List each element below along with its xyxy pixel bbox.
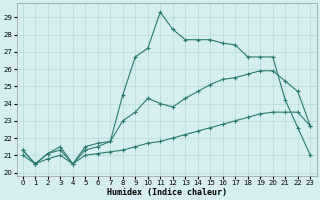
X-axis label: Humidex (Indice chaleur): Humidex (Indice chaleur) — [107, 188, 227, 197]
